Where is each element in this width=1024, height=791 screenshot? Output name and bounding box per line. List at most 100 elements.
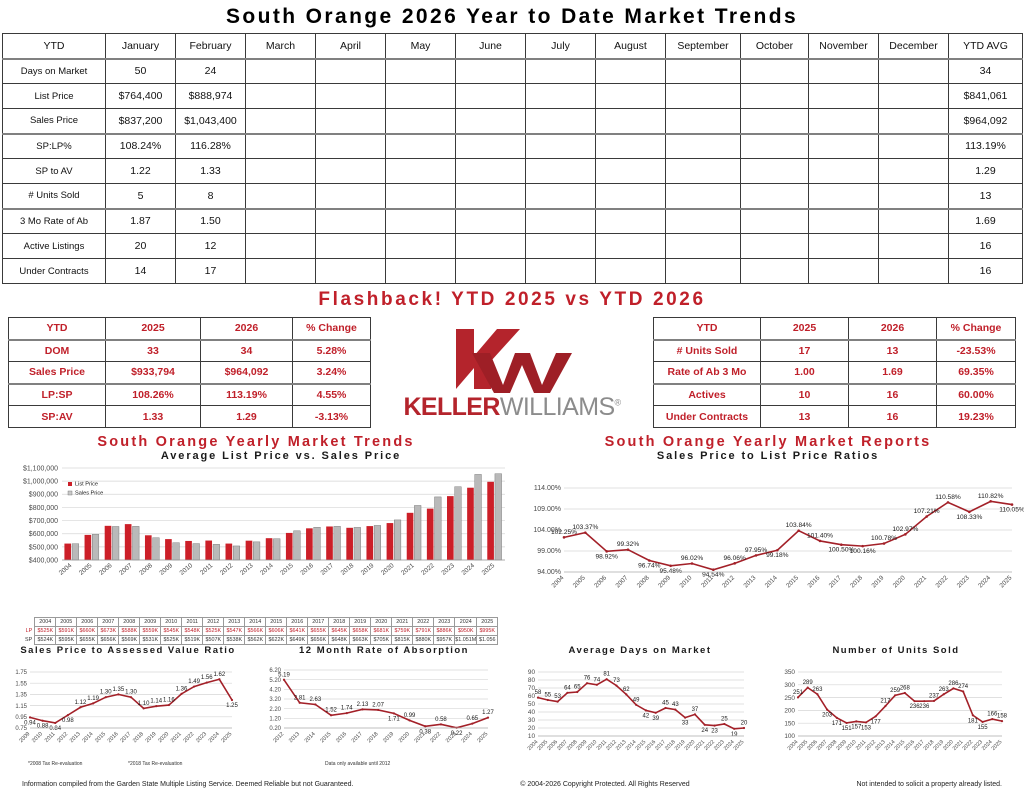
cell-change: 4.55% (292, 383, 371, 406)
svg-text:263: 263 (939, 687, 950, 693)
yearly-cell: $588K (118, 626, 141, 636)
col-ytd: YTD (2, 33, 106, 60)
svg-text:5.19: 5.19 (278, 672, 290, 678)
svg-text:259: 259 (890, 688, 901, 694)
svg-text:2.07: 2.07 (372, 702, 384, 708)
svg-text:155: 155 (978, 725, 989, 731)
svg-text:97.95%: 97.95% (745, 547, 768, 554)
cell-oct (740, 83, 809, 109)
svg-text:2024: 2024 (460, 562, 476, 577)
yearly-cell: $1.056 (476, 635, 499, 645)
brand-williams: WILLIAMS (499, 393, 615, 421)
cell-2026: 113.19% (200, 383, 293, 406)
svg-text:2.81: 2.81 (294, 695, 306, 701)
table-header-row: YTD January February March April May Jun… (2, 33, 1023, 60)
cell-jan: 50 (105, 58, 176, 84)
cell-avg: $964,092 (948, 108, 1023, 135)
yearly-row-label: LP (25, 628, 33, 634)
svg-text:0.98: 0.98 (62, 718, 74, 724)
yearly-cell: $655K (307, 626, 330, 636)
svg-text:2018: 2018 (367, 731, 380, 744)
svg-text:2007: 2007 (614, 574, 629, 589)
svg-text:39: 39 (652, 716, 659, 722)
col-ytd: YTD (653, 317, 761, 341)
cell-2026: 16 (848, 405, 937, 428)
cell-dec (878, 58, 949, 84)
svg-text:2025: 2025 (991, 739, 1004, 752)
yearly-cell: $705K (370, 635, 393, 645)
svg-text:203: 203 (822, 713, 833, 719)
svg-text:350: 350 (784, 669, 795, 676)
cell-sep (665, 58, 741, 84)
svg-text:2025: 2025 (476, 731, 489, 744)
brand-keller: KELLER (403, 393, 500, 421)
cell-oct (740, 233, 809, 259)
svg-text:3.20: 3.20 (269, 697, 281, 703)
cell-change: 69.35% (936, 361, 1016, 385)
flashback-right-table: YTD 2025 2026 % Change # Units Sold 17 1… (653, 317, 1016, 428)
cell-avg: 13 (948, 183, 1023, 210)
cell-feb: 1.33 (175, 158, 246, 184)
svg-text:0.99: 0.99 (404, 713, 416, 719)
svg-text:1.10: 1.10 (138, 701, 150, 707)
svg-text:98.92%: 98.92% (595, 553, 618, 560)
table-row: # Units Sold 17 13 -23.53% (653, 339, 1016, 362)
svg-text:2013: 2013 (288, 731, 301, 744)
svg-text:0.75: 0.75 (15, 726, 27, 732)
cell-jul (525, 208, 596, 234)
svg-text:2015: 2015 (94, 731, 107, 744)
svg-text:2019: 2019 (382, 731, 395, 744)
yearly-cell: $525K (160, 635, 183, 645)
cell-2025: 108.26% (105, 383, 201, 406)
col-change: % Change (936, 317, 1016, 341)
cell-mar (245, 83, 316, 109)
cell-may (385, 58, 456, 84)
cell-dec (878, 83, 949, 109)
svg-text:289: 289 (803, 680, 814, 686)
svg-text:153: 153 (861, 725, 872, 731)
cell-2026: 1.29 (200, 405, 293, 428)
svg-text:0.65: 0.65 (466, 716, 478, 722)
svg-text:2.63: 2.63 (310, 697, 322, 703)
left-section-title: South Orange Yearly Market Trends (97, 434, 415, 450)
cell-nov (808, 133, 879, 159)
row-label: Sales Price (2, 108, 106, 135)
svg-text:70: 70 (528, 685, 536, 692)
cell-dec (878, 158, 949, 184)
yearly-cell: $648K (328, 635, 351, 645)
svg-text:$900,000: $900,000 (29, 492, 58, 499)
svg-text:250: 250 (784, 695, 795, 702)
col-2025: 2025 (760, 317, 849, 341)
svg-text:268: 268 (900, 685, 911, 691)
ratio-chart-svg: 94.00% 99.00% 104.00% 109.00% 114.00% 102.25%… (533, 485, 1024, 589)
table-row: SP:AV 1.33 1.29 -3.13% (8, 405, 371, 428)
cell-jan: 5 (105, 183, 176, 210)
svg-text:5.20: 5.20 (269, 678, 281, 684)
svg-text:110.58%: 110.58% (935, 494, 961, 501)
svg-text:90: 90 (528, 669, 536, 676)
yearly-table-row: SP $524K $595K $655K $656K $569K $531K $525K $51… (22, 635, 499, 645)
svg-text:2009: 2009 (18, 731, 31, 744)
svg-text:2020: 2020 (380, 562, 396, 577)
svg-text:300: 300 (784, 682, 795, 689)
cell-may (385, 108, 456, 135)
svg-text:List Price: List Price (75, 482, 98, 488)
svg-text:2006: 2006 (98, 562, 114, 577)
svg-text:65: 65 (574, 685, 581, 691)
svg-text:0.38: 0.38 (419, 729, 431, 735)
cell-jun (455, 83, 526, 109)
cell-2026: 16 (848, 383, 937, 406)
row-label: Sales Price (8, 361, 106, 385)
svg-text:2018: 2018 (340, 562, 356, 577)
svg-text:1.49: 1.49 (188, 679, 200, 685)
svg-text:100.78%: 100.78% (871, 535, 897, 542)
yearly-cell: $658K (349, 626, 372, 636)
yearly-cell: $660K (76, 626, 99, 636)
right-section-title: South Orange Yearly Market Reports (604, 434, 932, 450)
table-row: LP:SP 108.26% 113.19% 4.55% (8, 383, 371, 406)
footer-left: Information compiled from the Garden Sta… (22, 781, 354, 788)
svg-text:96.02%: 96.02% (681, 555, 704, 562)
svg-text:50: 50 (528, 701, 536, 708)
svg-text:2025: 2025 (481, 562, 497, 577)
registered-mark: ® (614, 397, 622, 408)
